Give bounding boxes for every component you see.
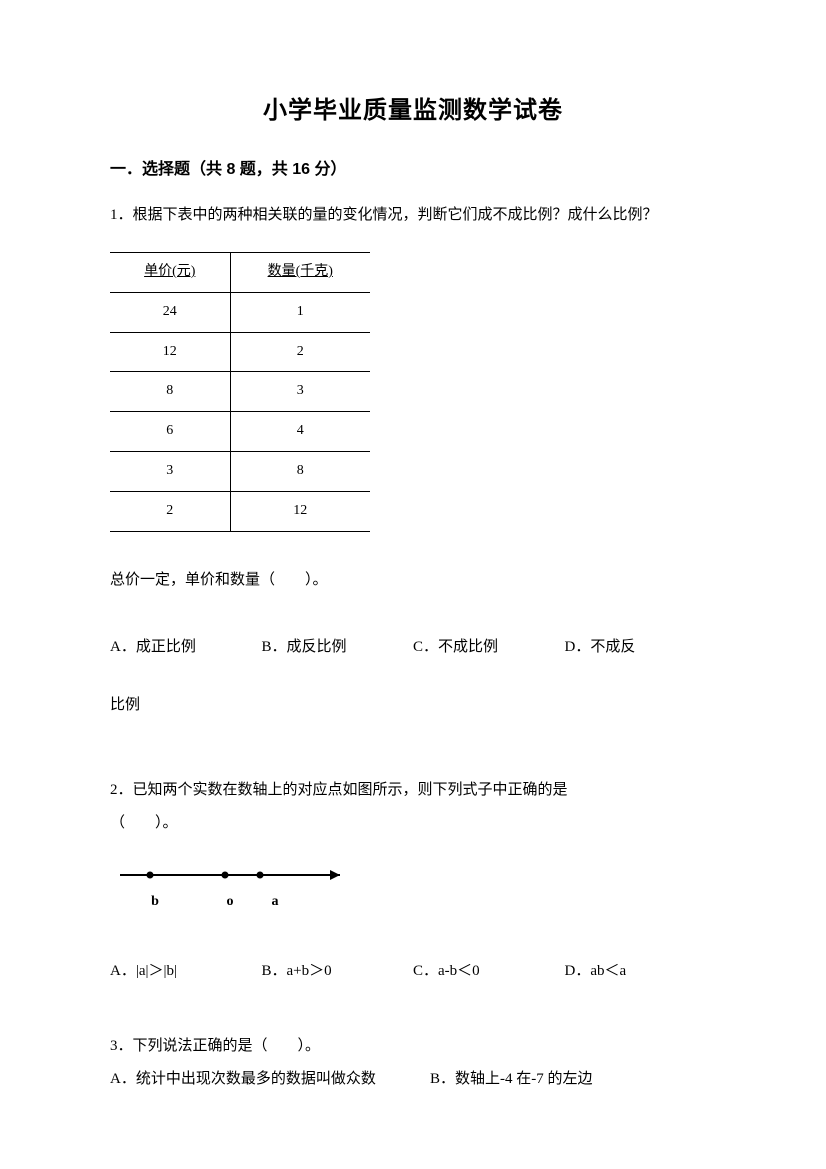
q1-statement: 总价一定，单价和数量（ ）。 — [110, 562, 716, 600]
cell: 4 — [230, 412, 370, 452]
q2-text-line1: 2．已知两个实数在数轴上的对应点如图所示，则下列式子中正确的是 — [110, 774, 716, 807]
q2-option-a: A．|a|＞|b| — [110, 953, 262, 991]
nl-label-b: b — [130, 887, 180, 918]
q1-option-b: B．成反比例 — [262, 629, 414, 667]
q1-option-a: A．成正比例 — [110, 629, 262, 667]
cell: 8 — [230, 451, 370, 491]
q1-option-d-extra: 比例 — [110, 687, 716, 725]
section-header-1: 一．选择题（共 8 题，共 16 分） — [110, 155, 716, 179]
q1-text: 1．根据下表中的两种相关联的量的变化情况，判断它们成不成比例？成什么比例？ — [110, 199, 716, 232]
table-header-row: 单价(元) 数量(千克) — [110, 253, 370, 293]
cell: 1 — [230, 292, 370, 332]
cell: 12 — [110, 332, 230, 372]
q3-option-b: B．数轴上-4 在-7 的左边 — [430, 1063, 716, 1096]
table-row: 64 — [110, 412, 370, 452]
table-row: 241 — [110, 292, 370, 332]
page-title: 小学毕业质量监测数学试卷 — [110, 90, 716, 125]
q2-option-d: D．ab＜a — [565, 953, 717, 991]
cell: 24 — [110, 292, 230, 332]
q3-option-a: A．统计中出现次数最多的数据叫做众数 — [110, 1063, 430, 1096]
question-2: 2．已知两个实数在数轴上的对应点如图所示，则下列式子中正确的是 （ ）。 b o… — [110, 774, 716, 990]
q2-option-c: C．a-b＜0 — [413, 953, 565, 991]
q2-option-b: B．a+b＞0 — [262, 953, 414, 991]
question-1: 1．根据下表中的两种相关联的量的变化情况，判断它们成不成比例？成什么比例？ 单价… — [110, 199, 716, 724]
q2-text-line2: （ ）。 — [110, 807, 716, 840]
number-line-figure: b o a — [120, 865, 350, 918]
table-row: 212 — [110, 491, 370, 531]
table-row: 122 — [110, 332, 370, 372]
cell: 3 — [110, 451, 230, 491]
q1-option-d: D．不成反 — [565, 629, 717, 667]
q2-options: A．|a|＞|b| B．a+b＞0 C．a-b＜0 D．ab＜a — [110, 953, 716, 991]
table-header-qty: 数量(千克) — [230, 253, 370, 293]
table-row: 83 — [110, 372, 370, 412]
q1-option-c: C．不成比例 — [413, 629, 565, 667]
table-row: 38 — [110, 451, 370, 491]
nl-label-o: o — [200, 887, 260, 918]
nl-label-a: a — [255, 887, 295, 918]
number-line-icon — [120, 865, 350, 885]
question-3: 3．下列说法正确的是（ ）。 A．统计中出现次数最多的数据叫做众数 B．数轴上-… — [110, 1030, 716, 1096]
cell: 12 — [230, 491, 370, 531]
table-header-price: 单价(元) — [110, 253, 230, 293]
cell: 3 — [230, 372, 370, 412]
q1-options: A．成正比例 B．成反比例 C．不成比例 D．不成反 — [110, 629, 716, 667]
cell: 2 — [230, 332, 370, 372]
q3-text: 3．下列说法正确的是（ ）。 — [110, 1030, 716, 1063]
q3-options-row: A．统计中出现次数最多的数据叫做众数 B．数轴上-4 在-7 的左边 — [110, 1063, 716, 1096]
cell: 2 — [110, 491, 230, 531]
cell: 6 — [110, 412, 230, 452]
q1-table: 单价(元) 数量(千克) 241 122 83 64 38 212 — [110, 252, 370, 532]
cell: 8 — [110, 372, 230, 412]
